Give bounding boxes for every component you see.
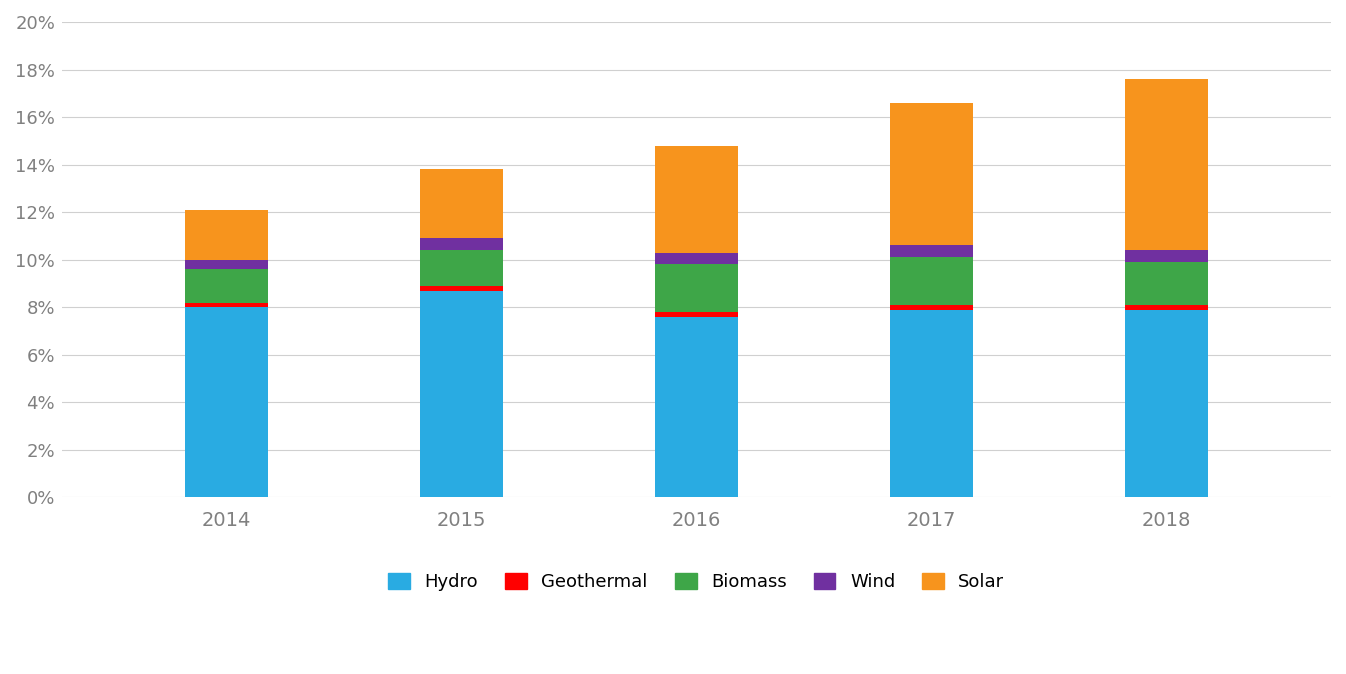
- Bar: [656, 317, 738, 497]
- Bar: [420, 290, 502, 497]
- Bar: [186, 259, 268, 269]
- Bar: [890, 257, 973, 305]
- Bar: [420, 169, 502, 239]
- Bar: [1125, 79, 1207, 250]
- Legend: Hydro, Geothermal, Biomass, Wind, Solar: Hydro, Geothermal, Biomass, Wind, Solar: [380, 563, 1014, 600]
- Bar: [420, 286, 502, 290]
- Bar: [1125, 250, 1207, 262]
- Bar: [186, 303, 268, 307]
- Bar: [656, 264, 738, 312]
- Bar: [186, 210, 268, 259]
- Bar: [656, 253, 738, 264]
- Bar: [186, 269, 268, 303]
- Bar: [186, 307, 268, 497]
- Bar: [890, 309, 973, 497]
- Bar: [890, 245, 973, 257]
- Bar: [890, 305, 973, 309]
- Bar: [1125, 262, 1207, 305]
- Bar: [1125, 305, 1207, 309]
- Bar: [420, 250, 502, 286]
- Bar: [890, 103, 973, 245]
- Bar: [1125, 309, 1207, 497]
- Bar: [656, 146, 738, 253]
- Bar: [420, 239, 502, 250]
- Bar: [656, 312, 738, 317]
